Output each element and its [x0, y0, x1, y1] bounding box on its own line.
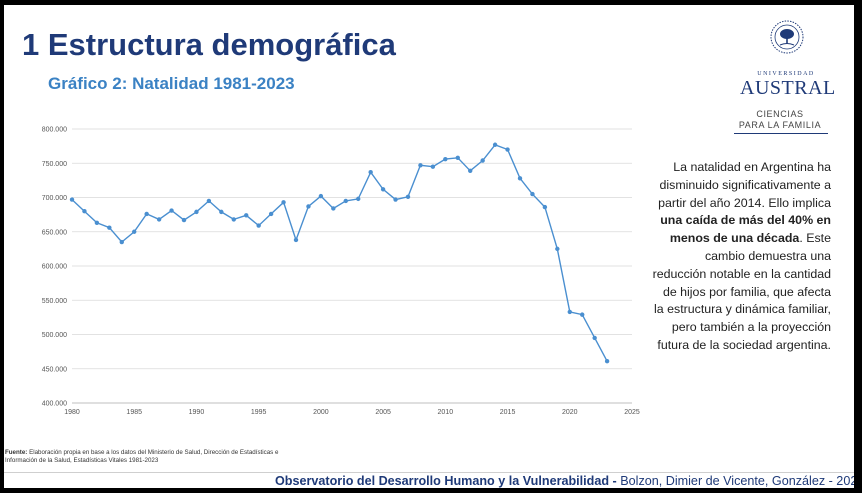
x-tick-label: 2000 — [313, 409, 329, 416]
logo-name: AUSTRAL — [740, 77, 836, 99]
x-axis-ticks: 1980 1985 1990 1995 2000 2005 2010 2015 2020 2025 — [64, 409, 640, 416]
data-point — [580, 312, 585, 317]
source-text: Elaboración propia en base a los datos d… — [5, 449, 279, 464]
data-point — [306, 204, 311, 209]
university-logo: UNIVERSIDAD AUSTRAL — [740, 19, 836, 99]
x-tick-label: 2005 — [375, 409, 391, 416]
unit-line2: PARA LA FAMILIA — [738, 120, 822, 130]
footer-authors: Bolzon, Dimier de Vicente, González - 20… — [616, 474, 854, 488]
data-point — [132, 229, 137, 234]
x-tick-label: 2010 — [438, 409, 454, 416]
x-tick-label: 1990 — [189, 409, 205, 416]
y-axis-ticks: 400.000 450.000 500.000 550.000 600.000 650.0… — [42, 127, 67, 408]
x-tick-label: 1995 — [251, 409, 267, 416]
data-point — [418, 163, 423, 168]
y-tick-label: 800.000 — [42, 127, 67, 134]
data-point — [393, 197, 398, 202]
data-point — [368, 169, 373, 175]
series-line — [71, 143, 608, 362]
data-point — [555, 246, 560, 252]
data-point — [343, 198, 348, 204]
data-point — [268, 211, 274, 217]
data-point — [331, 206, 336, 211]
x-tick-label: 1980 — [64, 409, 80, 416]
data-point — [492, 142, 498, 147]
y-tick-label: 700.000 — [42, 195, 67, 202]
x-tick-label: 2015 — [500, 409, 516, 416]
data-point — [82, 209, 87, 214]
x-tick-label: 2020 — [562, 409, 578, 416]
source-note: Fuente: Elaboración propia en base a los… — [5, 449, 295, 464]
source-label: Fuente: — [5, 449, 28, 456]
callout-highlight: una caída de más del 40% en menos de una… — [660, 213, 831, 246]
data-point — [181, 217, 187, 223]
data-point — [455, 155, 460, 160]
data-point — [244, 213, 249, 218]
data-point — [405, 194, 411, 200]
y-tick-label: 500.000 — [42, 332, 67, 339]
data-point — [443, 156, 448, 162]
y-tick-label: 750.000 — [42, 161, 67, 168]
grid-lines — [72, 128, 632, 404]
data-point — [530, 191, 535, 197]
unit-line1: CIENCIAS — [756, 109, 804, 119]
callout-text: La natalidad en Argentina ha disminuido … — [651, 159, 831, 355]
logo-university-text: UNIVERSIDAD — [757, 71, 815, 77]
callout-part1: La natalidad en Argentina ha disminuido … — [658, 160, 831, 210]
x-tick-label: 1985 — [126, 409, 142, 416]
data-point — [94, 220, 100, 226]
data-point — [430, 164, 436, 169]
footer-divider — [4, 472, 854, 473]
data-point — [517, 176, 523, 181]
data-point — [231, 217, 236, 222]
unit-underline — [734, 133, 828, 134]
data-point — [107, 225, 112, 230]
data-point — [119, 239, 124, 245]
y-tick-label: 650.000 — [42, 229, 67, 236]
y-tick-label: 450.000 — [42, 366, 67, 373]
page-title: 1 Estructura demográfica — [22, 27, 396, 62]
footer-org: Observatorio del Desarrollo Humano y la … — [275, 474, 617, 488]
y-tick-label: 400.000 — [42, 401, 67, 408]
series-natality — [69, 142, 610, 364]
data-point — [542, 204, 548, 210]
callout-part2: . Este cambio demuestra una reducción no… — [652, 231, 831, 352]
data-point — [480, 158, 485, 163]
x-tick-label: 2025 — [624, 409, 640, 416]
data-point — [206, 198, 212, 204]
data-point — [318, 193, 324, 199]
data-point — [281, 200, 286, 205]
data-point — [256, 223, 261, 228]
data-point — [194, 209, 199, 215]
chart-subtitle: Gráfico 2: Natalidad 1981-2023 — [48, 74, 295, 93]
footer: Observatorio del Desarrollo Humano y la … — [275, 474, 854, 488]
data-point — [604, 359, 610, 364]
data-point — [156, 217, 162, 222]
data-point — [567, 309, 572, 315]
tree-crest-icon — [770, 20, 804, 54]
data-point — [356, 196, 361, 202]
unit-name: CIENCIAS PARA LA FAMILIA — [732, 109, 828, 131]
data-point — [219, 209, 224, 215]
data-point — [169, 208, 174, 213]
y-tick-label: 550.000 — [42, 298, 67, 305]
data-point — [468, 168, 473, 173]
slide: 1 Estructura demográfica Gráfico 2: Nata… — [4, 5, 854, 488]
data-point — [69, 197, 75, 202]
data-point — [592, 335, 597, 341]
data-point — [144, 211, 149, 217]
data-point — [505, 147, 510, 152]
data-point — [293, 237, 299, 243]
natality-line-chart: 400.000 450.000 500.000 550.000 600.000 650.0… — [42, 127, 640, 417]
y-tick-label: 600.000 — [42, 264, 67, 271]
data-point — [380, 187, 386, 192]
